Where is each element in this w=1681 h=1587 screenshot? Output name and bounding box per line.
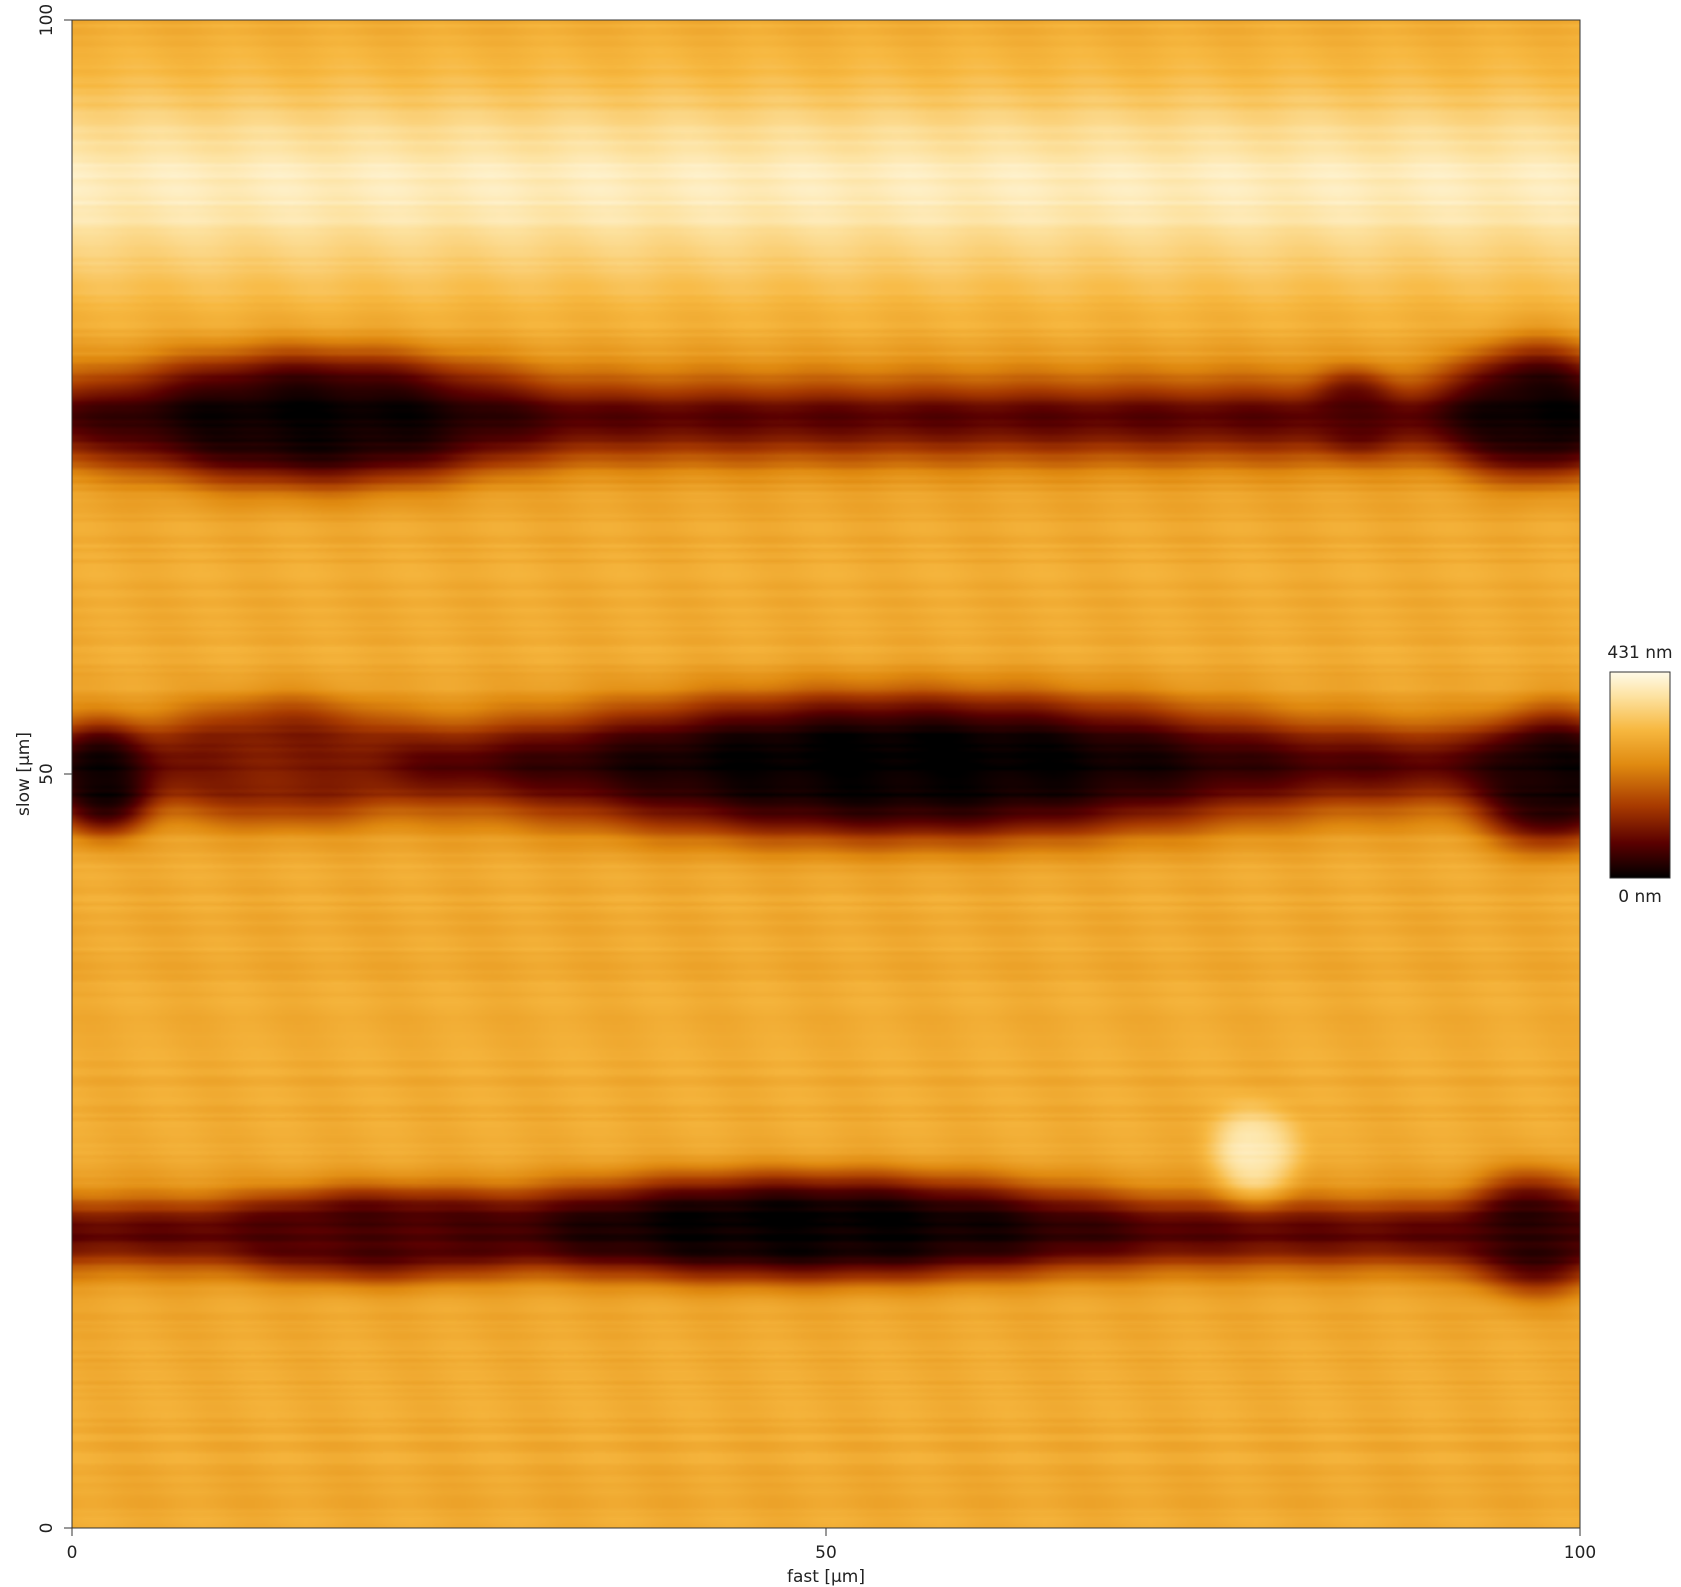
y-axis-label: slow [µm] <box>14 732 34 816</box>
colorbar <box>1609 671 1671 879</box>
height-map-image <box>72 20 1580 1528</box>
y-tick-label-100: 100 <box>37 4 57 36</box>
x-axis-label: fast [µm] <box>787 1567 865 1587</box>
x-tick-label-100: 100 <box>1564 1543 1596 1563</box>
colorbar-min-label: 0 nm <box>1618 887 1662 907</box>
y-tick-label-0: 0 <box>37 1523 57 1534</box>
colorbar-max-label: 431 nm <box>1607 643 1672 663</box>
x-tick-label-50: 50 <box>815 1543 837 1563</box>
y-tick-label-50: 50 <box>37 763 57 785</box>
x-tick-label-0: 0 <box>67 1543 78 1563</box>
